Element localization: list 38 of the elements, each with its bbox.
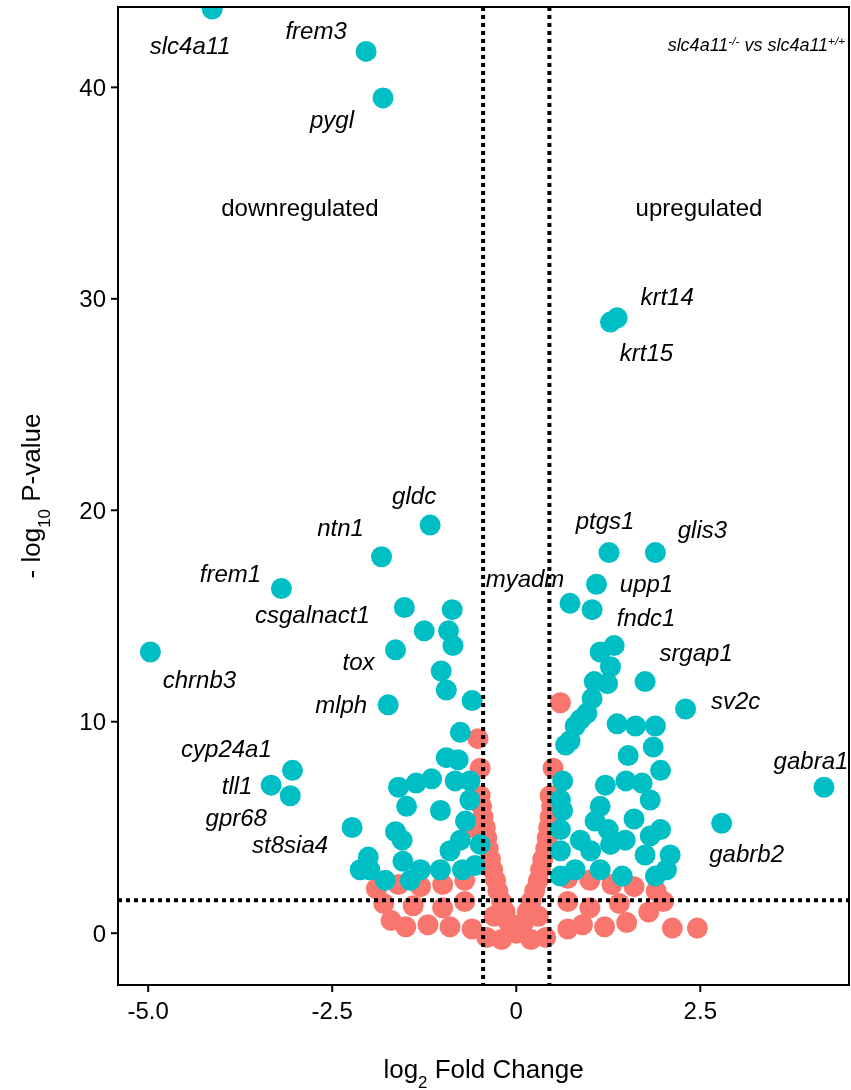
annotation: csgalnact1	[254, 600, 370, 628]
y-tick-label: 0	[92, 919, 106, 947]
annotation: ntn1	[317, 514, 364, 542]
annotation: glis3	[677, 515, 728, 543]
annotation: gabra1	[773, 746, 849, 774]
annotation: frem3	[285, 16, 348, 44]
annotation: krt14	[640, 283, 694, 311]
annotation: chrnb3	[162, 666, 237, 694]
annotation: slc4a11	[149, 31, 231, 59]
annotation: krt15	[619, 339, 674, 367]
x-tick-label: -2.5	[311, 997, 353, 1024]
annotation: mlph	[315, 691, 368, 719]
annotation: gpr68	[205, 804, 268, 832]
annotation: frem1	[199, 559, 262, 587]
x-tick-label: 0	[509, 997, 523, 1024]
annotation: sv2c	[710, 687, 761, 715]
annotation: ptgs1	[574, 506, 635, 534]
annotation: upregulated	[635, 194, 763, 222]
y-tick-label: 10	[79, 708, 106, 736]
annotation: tll1	[221, 771, 253, 799]
annotation: myadm	[485, 564, 565, 592]
y-tick-label: 20	[79, 496, 106, 524]
y-tick-label: 30	[79, 285, 106, 313]
x-tick-label: -5.0	[127, 997, 169, 1024]
annotation: upp1	[619, 569, 674, 597]
annotation: gabrb2	[709, 839, 785, 867]
x-axis-title: log$_{2}$ Fold Change	[383, 1054, 584, 1090]
annotation: gldc	[392, 482, 437, 510]
annotation: srgap1	[659, 638, 733, 666]
annotation: pygl	[309, 106, 355, 134]
annotation: fndc1	[616, 604, 676, 632]
annotation: tox	[342, 648, 376, 676]
annotation: slc4a11$^{-/-}$ vs slc4a11$^{+/+}$	[667, 33, 846, 56]
y-tick-label: 40	[79, 73, 106, 101]
annotation: cyp24a1	[181, 734, 272, 762]
x-tick-label: 2.5	[683, 997, 717, 1024]
annotation: st8sia4	[252, 830, 329, 858]
annotation: downregulated	[221, 194, 379, 222]
